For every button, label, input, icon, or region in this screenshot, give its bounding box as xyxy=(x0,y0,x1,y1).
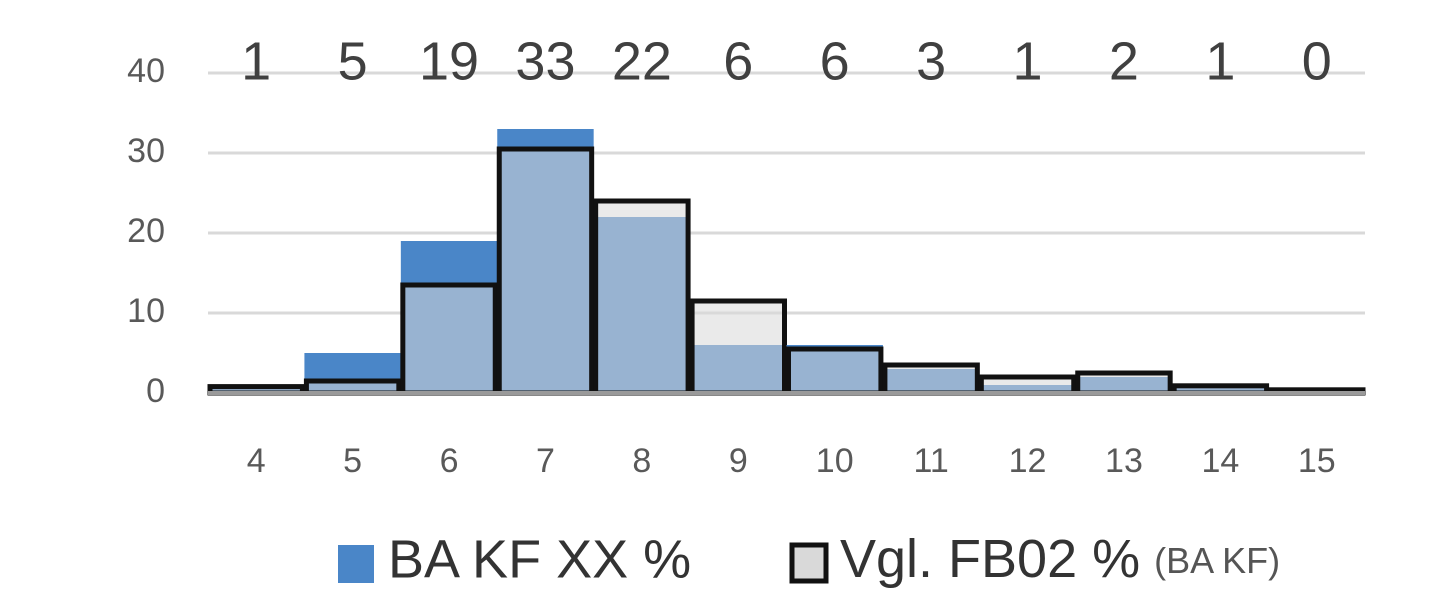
x-tick-label: 8 xyxy=(632,442,651,480)
x-tick-label: 13 xyxy=(1105,442,1143,480)
data-label: 3 xyxy=(916,31,946,91)
comparison-bar xyxy=(593,198,691,396)
data-label: 0 xyxy=(1302,31,1332,91)
legend-label: BA KF XX % xyxy=(388,529,691,589)
x-tick-label: 7 xyxy=(536,442,555,480)
data-label: 19 xyxy=(419,31,479,91)
data-label: 33 xyxy=(515,31,575,91)
x-tick-label: 10 xyxy=(816,442,854,480)
comparison-bar xyxy=(978,374,1077,396)
comparison-bar xyxy=(496,146,595,396)
legend-swatch xyxy=(789,542,829,584)
y-tick-label: 40 xyxy=(127,52,165,90)
comparison-bar xyxy=(689,298,787,396)
data-label: 1 xyxy=(241,31,271,91)
comparison-bar xyxy=(400,282,498,396)
y-tick-label: 10 xyxy=(127,292,165,330)
y-tick-label: 0 xyxy=(146,372,165,410)
x-tick-label: 4 xyxy=(247,442,266,480)
comparison-bar xyxy=(882,362,980,396)
data-label: 2 xyxy=(1109,31,1139,91)
comparison-bar xyxy=(786,346,884,396)
legend-swatch xyxy=(338,545,374,583)
data-label: 1 xyxy=(1013,31,1043,91)
data-label: 1 xyxy=(1205,31,1235,91)
data-label: 22 xyxy=(612,31,672,91)
legend-label: Vgl. FB02 % (BA KF) xyxy=(840,529,1280,589)
x-tick-label: 11 xyxy=(913,442,948,480)
x-tick-label: 14 xyxy=(1201,442,1239,480)
data-label: 6 xyxy=(723,31,753,91)
legend-name: Vgl. FB02 % xyxy=(840,529,1140,589)
x-tick-label: 15 xyxy=(1298,442,1336,480)
x-tick-label: 5 xyxy=(343,442,362,480)
data-label: 6 xyxy=(820,31,850,91)
legend-note: (BA KF) xyxy=(1154,540,1280,581)
y-tick-label: 20 xyxy=(127,212,165,250)
x-tick-label: 6 xyxy=(440,442,459,480)
x-tick-label: 9 xyxy=(729,442,748,480)
x-tick-label: 12 xyxy=(1009,442,1047,480)
y-tick-label: 30 xyxy=(127,132,165,170)
comparison-bar xyxy=(1075,370,1173,396)
data-label: 5 xyxy=(338,31,368,91)
